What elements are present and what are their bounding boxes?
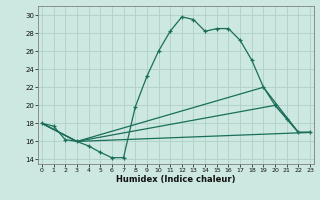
X-axis label: Humidex (Indice chaleur): Humidex (Indice chaleur) [116, 175, 236, 184]
